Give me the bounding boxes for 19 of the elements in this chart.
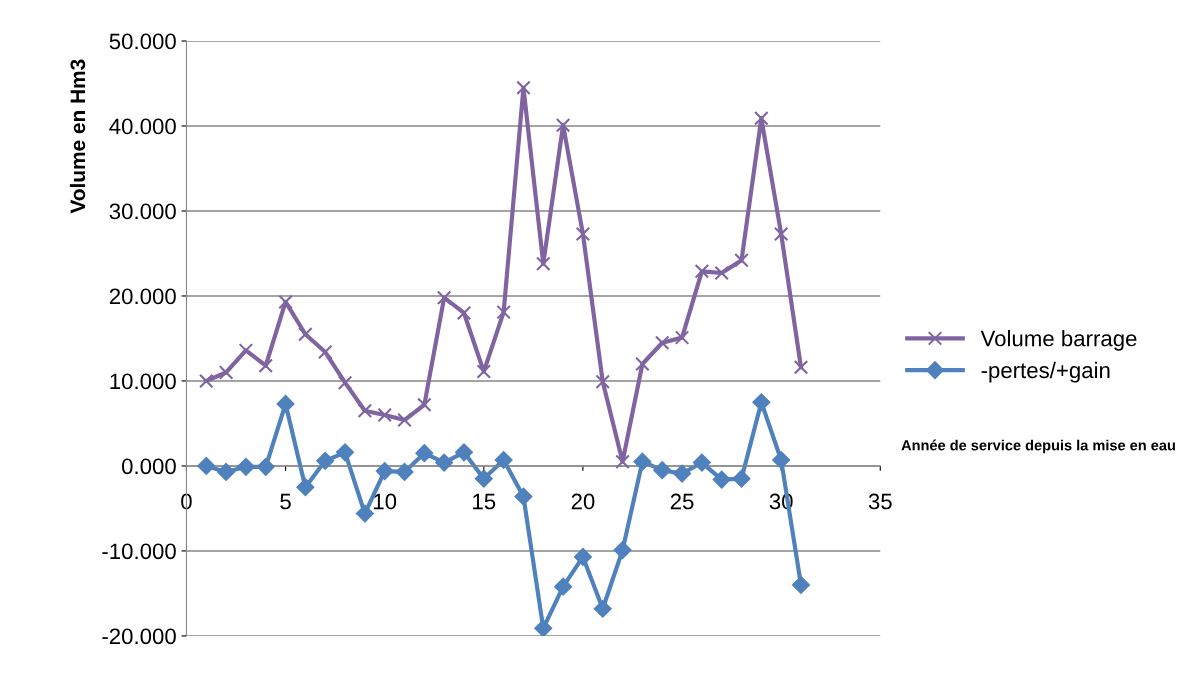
x-tick-label: 0 bbox=[181, 493, 192, 510]
x-tick-label: 10 bbox=[374, 493, 397, 510]
y-tick-label: 40.000 bbox=[109, 118, 176, 135]
y-tick-label: -10.000 bbox=[102, 543, 176, 560]
x-tick-label: 20 bbox=[571, 493, 595, 510]
y-tick-label: 30.000 bbox=[109, 203, 176, 220]
x-tick-label: 25 bbox=[670, 493, 694, 510]
x-tick-label: 5 bbox=[280, 493, 291, 510]
x-axis-title: Année de service depuis la mise en eau bbox=[901, 439, 1175, 454]
y-tick-label: 10.000 bbox=[110, 373, 176, 390]
y-tick-label: 50.000 bbox=[109, 33, 176, 50]
y-axis-title: Volume en Hm3 bbox=[69, 59, 86, 214]
x-tick-label: 35 bbox=[868, 493, 892, 510]
y-tick-label: -20.000 bbox=[102, 628, 176, 645]
legend-label: -pertes/+gain bbox=[981, 361, 1110, 383]
y-tick-label: 20.000 bbox=[109, 288, 176, 305]
legend-label: Volume barrage bbox=[980, 330, 1137, 351]
x-tick-label: 15 bbox=[473, 493, 496, 510]
y-tick-label: 0.000 bbox=[121, 458, 176, 475]
